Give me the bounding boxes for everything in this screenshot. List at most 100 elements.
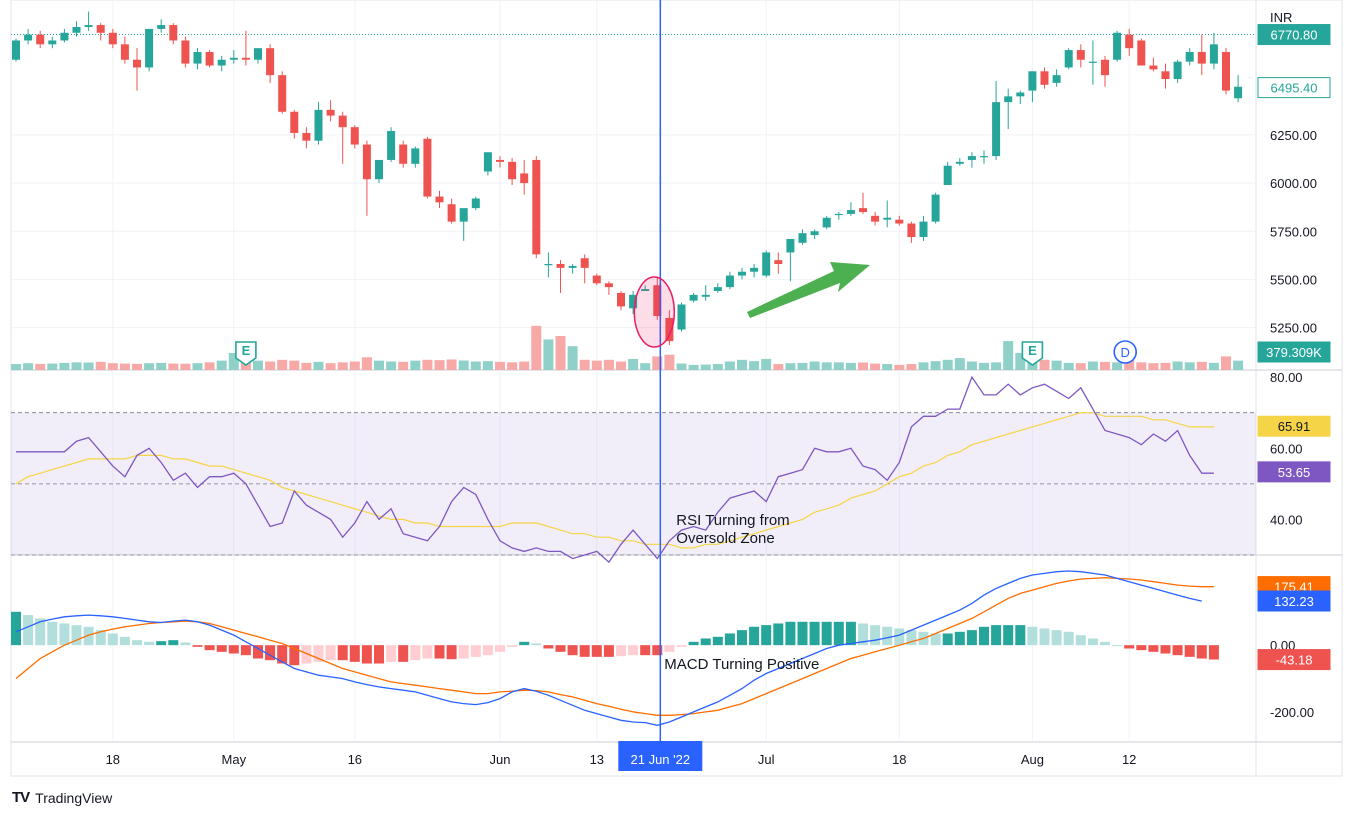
candle-body (520, 173, 529, 184)
macd-histogram-bar (1136, 645, 1147, 651)
candle-body (544, 264, 553, 266)
volume-bar (507, 362, 518, 370)
volume-bar (337, 362, 348, 370)
candle-body (362, 144, 371, 180)
volume-bar (458, 360, 469, 370)
macd-histogram-bar (1063, 631, 1074, 646)
volume-bar (422, 359, 433, 370)
volume-bar (1233, 360, 1244, 370)
macd-histogram-bar (1160, 645, 1171, 654)
volume-bar (434, 360, 445, 370)
candle-body (1197, 52, 1206, 64)
candle-body (1173, 61, 1182, 80)
candle-body (1125, 34, 1134, 49)
volume-bars (11, 325, 1244, 370)
volume-bar (785, 363, 796, 370)
candle-body (133, 59, 141, 68)
candle-body (725, 275, 734, 288)
macd-histogram-bar (83, 626, 94, 646)
macd-histogram-bar (253, 645, 263, 659)
candle-body (1101, 59, 1109, 76)
price-tick-label: 6250.00 (1270, 128, 1317, 143)
volume-bar (1221, 356, 1231, 370)
candle-body (762, 252, 771, 276)
candle-body (641, 289, 650, 291)
volume-bar (1051, 360, 1062, 370)
macd-histogram-bar (180, 642, 191, 646)
candle-body (278, 75, 287, 112)
candle-body (580, 258, 589, 268)
macd-annotation: MACD Turning Positive (664, 656, 819, 673)
candle-body (556, 264, 565, 268)
last-price-tag-box (1257, 77, 1331, 99)
price-tick-label: 5250.00 (1270, 321, 1317, 336)
crosshair-date-label: 21 Jun '22 (631, 752, 691, 767)
candle-body (1113, 32, 1122, 60)
candle-body (217, 59, 226, 66)
macd-histogram-bar (591, 645, 602, 657)
macd-histogram-bar (289, 645, 300, 666)
price-tick-label: 5750.00 (1270, 224, 1317, 239)
tradingview-brand[interactable]: TV TradingView (12, 789, 112, 806)
volume-bar (313, 361, 324, 370)
macd-histogram-bar (35, 618, 46, 646)
macd-histogram-bar (930, 633, 941, 646)
candle-body (241, 57, 250, 60)
volume-bar (676, 363, 687, 370)
candle-body (1161, 71, 1170, 80)
candle-body (290, 111, 299, 133)
volume-bar (966, 361, 977, 370)
volume-bar (289, 360, 300, 370)
volume-bar (749, 361, 760, 370)
macd-histogram-bar (446, 645, 457, 660)
macd-histogram-bar (894, 628, 905, 646)
macd-histogram-bar (470, 645, 481, 657)
candle-body (604, 283, 613, 288)
candle-body (1137, 40, 1146, 66)
volume-bar (482, 361, 493, 370)
volume-bar (894, 364, 905, 370)
candle-body (1004, 96, 1013, 103)
time-tick-label: 13 (590, 752, 604, 767)
candle-body (883, 217, 892, 220)
macd-histogram-bar (119, 636, 130, 646)
macd-histogram-bar (1039, 628, 1050, 646)
macd-histogram-bar (1087, 638, 1098, 646)
volume-bar (1196, 361, 1207, 370)
macd-line (15, 570, 1202, 726)
candle-body (302, 132, 311, 141)
trend-arrow-icon (747, 262, 870, 318)
candle-body (592, 275, 601, 284)
candle-body (508, 161, 517, 180)
candle-body (1028, 71, 1037, 91)
candle-body (1040, 71, 1049, 85)
macd-histogram-bar (1051, 630, 1062, 646)
macd-histogram-bar (349, 645, 360, 662)
macd-histogram-bar (845, 621, 856, 646)
candle-body (399, 144, 408, 164)
volume-bar (543, 339, 554, 370)
rsi-pane (11, 375, 1256, 564)
volume-bar (59, 362, 70, 370)
volume-bar (446, 359, 457, 370)
macd-histogram-bar (543, 645, 554, 649)
macd-histogram-bar (1112, 645, 1123, 647)
macd-histogram-bar (265, 645, 276, 661)
macd-histogram-bar (156, 641, 167, 646)
candle-body (181, 40, 190, 64)
volume-bar (579, 359, 590, 370)
volume-bar (192, 363, 203, 370)
candle-body (871, 215, 880, 222)
macd-histogram-bar (1015, 625, 1026, 646)
volume-bar (640, 363, 651, 370)
macd-histogram-bar (507, 645, 518, 647)
earnings-marker-label: E (1028, 343, 1037, 358)
candle-body (1052, 75, 1061, 83)
macd-histogram-bar (797, 621, 808, 646)
macd-histogram-bar (628, 645, 639, 656)
macd-histogram-bar (761, 625, 772, 646)
candle-body (532, 159, 541, 255)
macd-histogram-bar (95, 630, 106, 646)
volume-bar (216, 360, 227, 370)
